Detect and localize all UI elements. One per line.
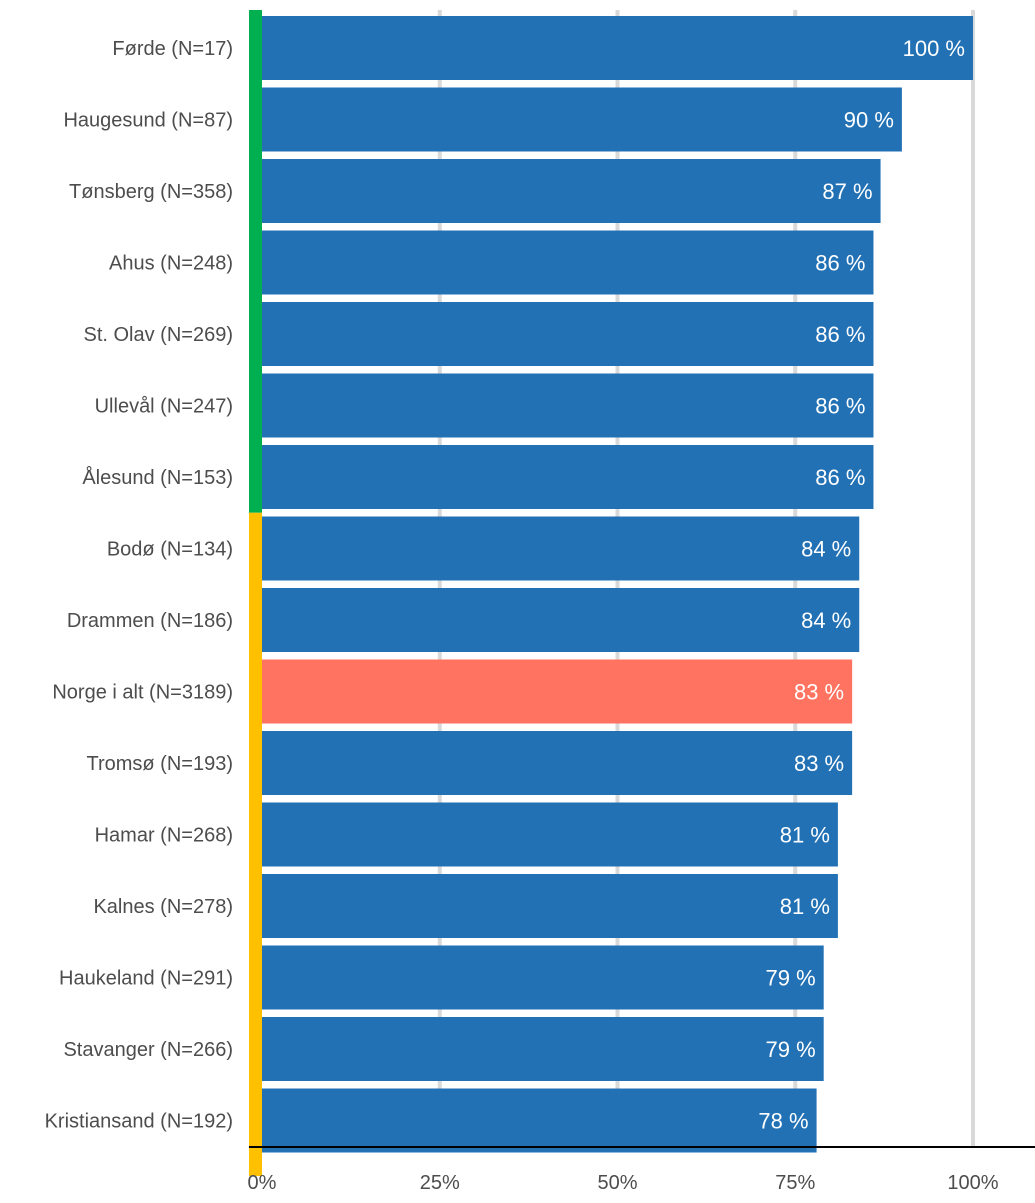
value-label-10: 83 % [794,751,844,776]
side-band-0 [249,10,262,513]
x-tick-label-0: 0% [248,1172,277,1194]
value-label-12: 81 % [780,894,830,919]
value-labels: 100 % 90 % 87 % 86 % 86 % 86 % 86 % 84 % 84 % 83 … [758,36,965,1134]
bars [262,16,973,1153]
bar-1 [262,87,902,152]
x-tick-label-4: 100% [947,1172,998,1194]
category-label-5: Ullevål (N=247) [95,396,233,418]
x-tick-label-3: 75% [775,1172,815,1194]
bar-5 [262,373,874,438]
bar-7 [262,516,860,581]
category-label-15: Kristiansand (N=192) [45,1111,233,1133]
value-label-13: 79 % [766,966,816,991]
value-label-14: 79 % [766,1037,816,1062]
category-label-7: Bodø (N=134) [107,539,233,561]
category-label-12: Kalnes (N=278) [93,896,233,918]
bar-13 [262,945,824,1010]
value-label-2: 87 % [822,179,872,204]
value-label-9: 83 % [794,680,844,705]
x-tick-label-2: 50% [597,1172,637,1194]
category-label-8: Drammen (N=186) [67,610,233,632]
bar-10 [262,731,853,795]
bar-2 [262,159,881,223]
x-tick-label-1: 25% [420,1172,460,1194]
category-label-4: St. Olav (N=269) [83,324,233,346]
value-label-0: 100 % [903,36,965,61]
bar-8 [262,588,860,652]
bar-3 [262,230,874,295]
value-label-5: 86 % [815,394,865,419]
bar-12 [262,874,838,938]
value-label-8: 84 % [801,608,851,633]
category-label-14: Stavanger (N=266) [63,1039,233,1061]
category-labels: Førde (N=17) Haugesund (N=87) Tønsberg (N=… [45,38,233,1133]
value-label-15: 78 % [758,1109,808,1134]
category-label-13: Haukeland (N=291) [59,968,233,990]
value-label-4: 86 % [815,322,865,347]
value-label-11: 81 % [780,823,830,848]
category-label-1: Haugesund (N=87) [63,110,233,132]
bar-15 [262,1088,817,1153]
category-label-2: Tønsberg (N=358) [69,181,233,203]
category-label-11: Hamar (N=268) [95,825,233,847]
value-label-3: 86 % [815,251,865,276]
x-axis: 0% 25% 50% 75% 100% [248,1146,1035,1194]
value-label-7: 84 % [801,537,851,562]
side-band-1 [249,512,262,1176]
bar-9 [262,659,853,724]
bar-4 [262,302,874,366]
bar-11 [262,802,838,867]
bar-0 [262,16,973,80]
category-label-9: Norge i alt (N=3189) [52,682,233,704]
category-bands [249,10,262,1176]
bar-6 [262,445,874,509]
category-label-6: Ålesund (N=153) [82,466,233,489]
value-label-6: 86 % [815,465,865,490]
value-label-1: 90 % [844,108,894,133]
bar-14 [262,1017,824,1081]
category-label-10: Tromsø (N=193) [86,753,233,775]
category-label-3: Ahus (N=248) [109,253,233,275]
category-label-0: Førde (N=17) [112,38,233,60]
